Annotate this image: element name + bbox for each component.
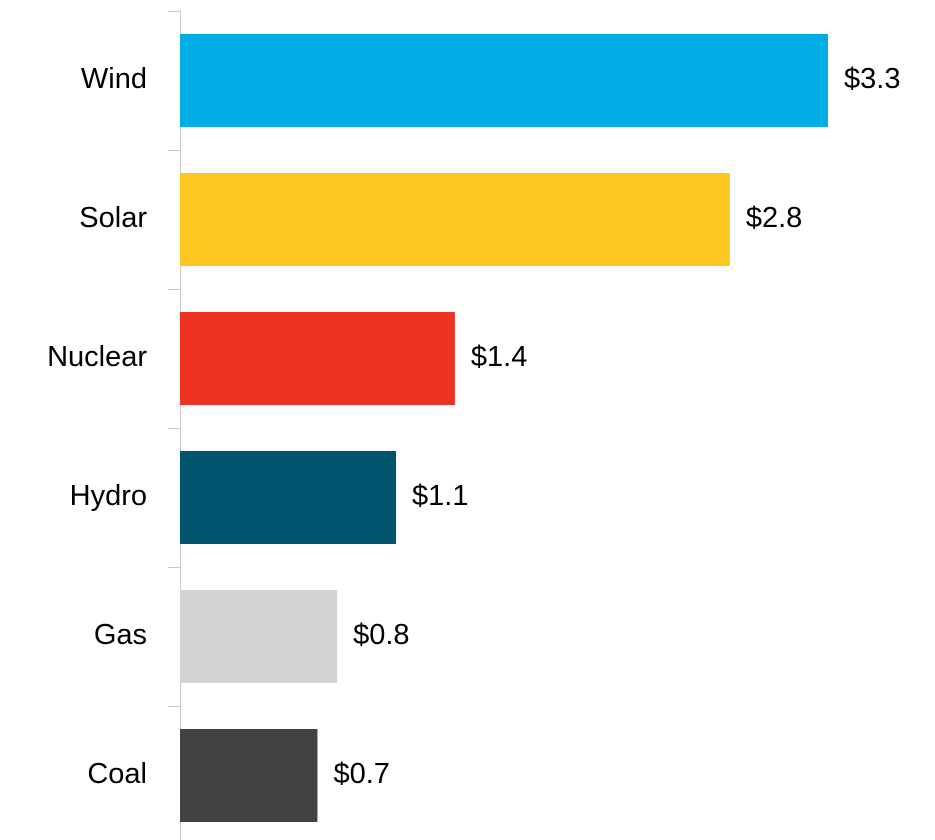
bar [180,34,828,127]
category-label: Wind [81,63,147,95]
bar [180,173,730,266]
value-label: $0.7 [333,758,389,790]
category-label: Nuclear [47,341,147,373]
bar [180,312,455,405]
value-label: $0.8 [353,619,409,651]
value-label: $1.4 [471,341,527,373]
bar [180,729,318,822]
value-label: $2.8 [746,202,802,234]
bar [180,590,338,683]
category-label: Solar [79,202,147,234]
bar [180,451,396,544]
category-label: Hydro [70,480,147,512]
category-label: Coal [87,758,147,790]
category-label: Gas [94,619,147,651]
value-label: $3.3 [844,63,900,95]
value-label: $1.1 [412,480,468,512]
